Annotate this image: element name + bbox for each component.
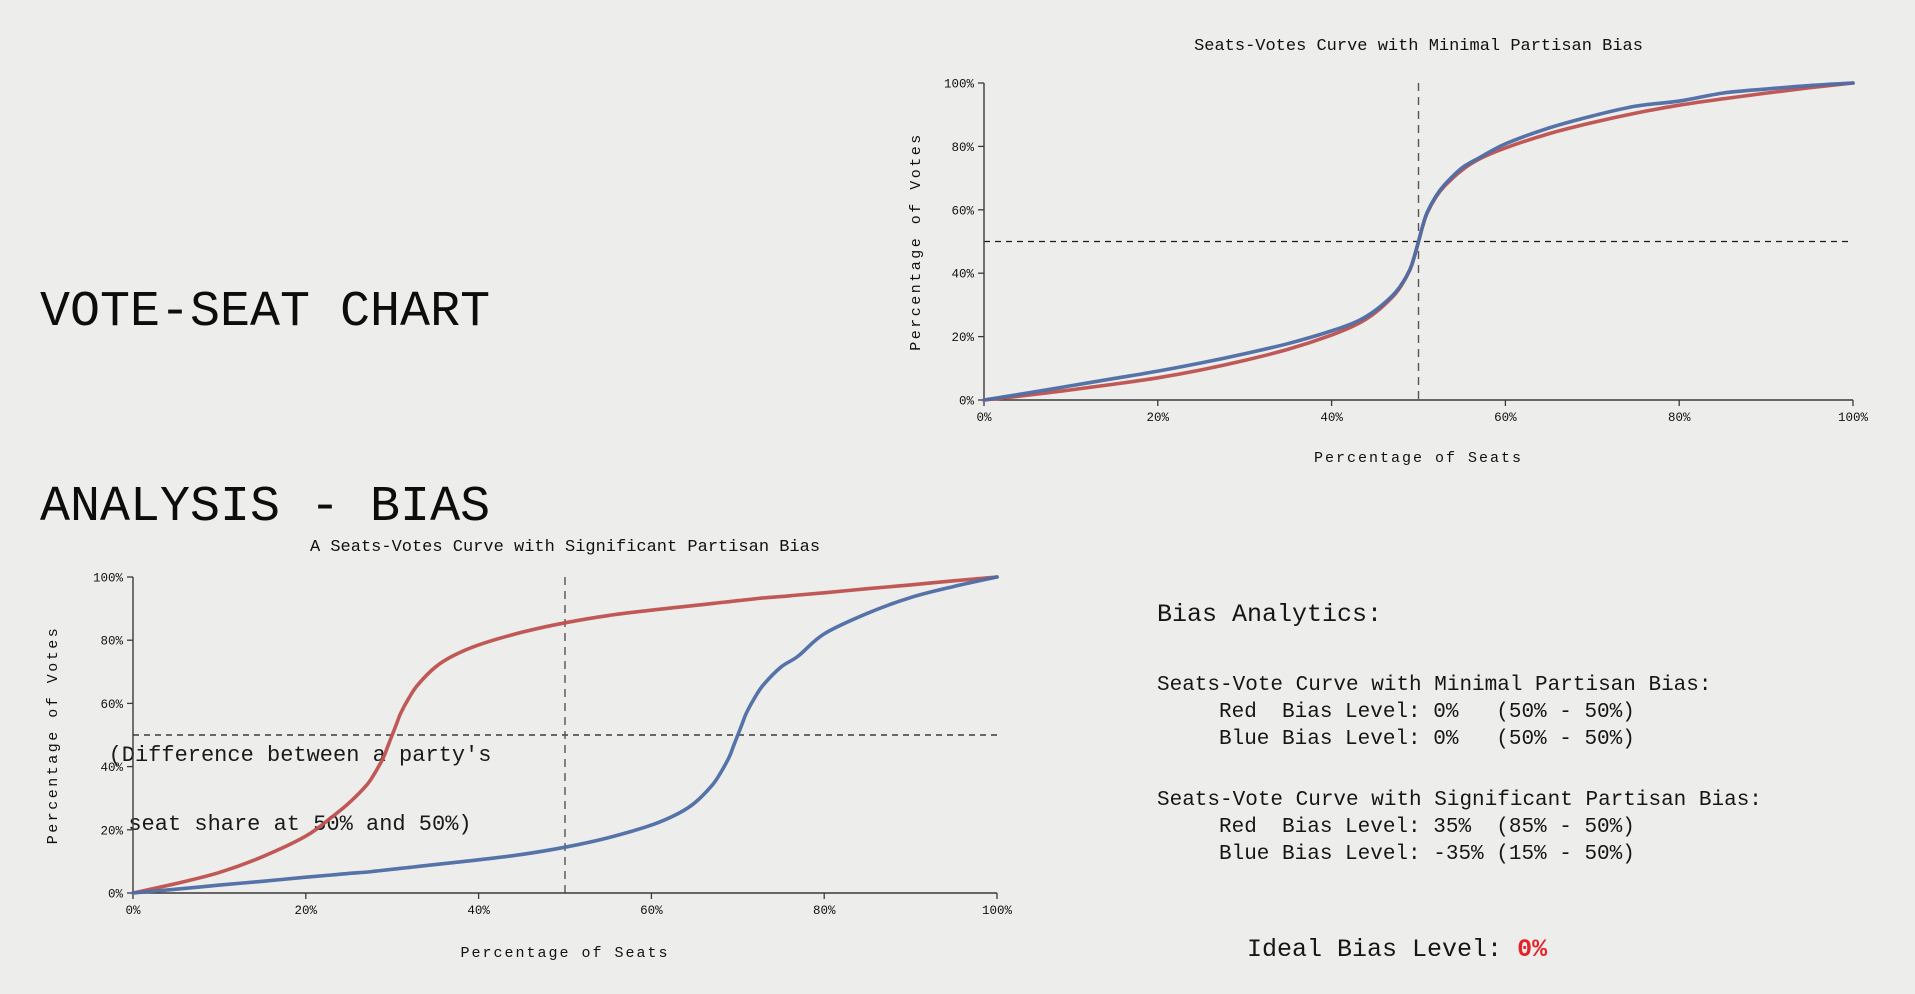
y-tick-label: 0% <box>959 395 975 409</box>
y-tick-label: 60% <box>100 698 123 712</box>
page-subtitle-line1: (Difference between a party's <box>108 743 492 768</box>
analytics-minimal-group: Seats-Vote Curve with Minimal Partisan B… <box>1157 672 1897 753</box>
x-tick-label: 100% <box>982 904 1013 918</box>
x-tick-label: 20% <box>1147 411 1170 425</box>
y-tick-label: 20% <box>951 331 974 345</box>
curve-red-significant-bias <box>131 575 999 895</box>
analytics-minimal-blue-line: Blue Bias Level: 0% (50% - 50%) <box>1219 728 1635 751</box>
x-tick-label: 60% <box>640 904 663 918</box>
page-title-line1: VOTE-SEAT CHART <box>40 284 491 341</box>
analytics-significant-blue-line: Blue Bias Level: -35% (15% - 50%) <box>1219 843 1635 866</box>
x-tick-label: 0% <box>976 411 992 425</box>
x-tick-label: 80% <box>813 904 836 918</box>
analytics-significant-group: Seats-Vote Curve with Significant Partis… <box>1157 787 1897 868</box>
x-axis-label: Percentage of Seats <box>1314 450 1523 467</box>
y-tick-label: 0% <box>108 888 124 902</box>
y-tick-label: 60% <box>951 204 974 218</box>
chart-svg-significant-bias: A Seats-Votes Curve with Significant Par… <box>45 538 1013 962</box>
curve-blue-significant-bias <box>131 575 999 895</box>
x-tick-label: 40% <box>467 904 490 918</box>
y-tick-label: 100% <box>944 78 975 92</box>
x-axis-label: Percentage of Seats <box>460 945 669 962</box>
ideal-bias-value: 0% <box>1517 935 1548 964</box>
y-tick-label: 80% <box>100 635 123 649</box>
y-tick-label: 40% <box>100 761 123 775</box>
page-title-block: VOTE-SEAT CHART ANALYSIS - BIAS (Differe… <box>40 150 560 882</box>
x-tick-label: 40% <box>1320 411 1343 425</box>
y-tick-label: 20% <box>100 824 123 838</box>
chart-title-minimal-bias: Seats-Votes Curve with Minimal Partisan … <box>1194 37 1643 56</box>
chart-minimal-bias: Seats-Votes Curve with Minimal Partisan … <box>905 25 1890 470</box>
curve-blue-minimal-bias <box>982 81 1855 402</box>
page-title: VOTE-SEAT CHART ANALYSIS - BIAS <box>40 150 560 670</box>
chart-title-significant-bias: A Seats-Votes Curve with Significant Par… <box>310 538 820 557</box>
y-tick-label: 100% <box>93 572 124 586</box>
analytics-minimal-red-line: Red Bias Level: 0% (50% - 50%) <box>1219 701 1635 724</box>
x-tick-label: 100% <box>1838 411 1869 425</box>
page-subtitle-line2: seat share at 50% and 50%) <box>128 812 472 837</box>
y-tick-label: 40% <box>951 268 974 282</box>
x-tick-label: 20% <box>295 904 318 918</box>
page-subtitle: (Difference between a party's seat share… <box>40 698 560 882</box>
x-tick-label: 60% <box>1494 411 1517 425</box>
analytics-heading: Bias Analytics: <box>1157 600 1383 629</box>
y-axis-label: Percentage of Votes <box>45 626 62 845</box>
analytics-minimal-title: Seats-Vote Curve with Minimal Partisan B… <box>1157 674 1712 697</box>
x-tick-label: 0% <box>125 904 141 918</box>
y-axis-label: Percentage of Votes <box>908 132 925 351</box>
analytics-significant-red-line: Red Bias Level: 35% (85% - 50%) <box>1219 816 1635 839</box>
analytics-significant-title: Seats-Vote Curve with Significant Partis… <box>1157 789 1762 812</box>
chart-significant-bias: A Seats-Votes Curve with Significant Par… <box>40 520 1040 980</box>
y-tick-label: 80% <box>951 141 974 155</box>
page-title-line2: ANALYSIS - BIAS <box>40 479 491 536</box>
x-tick-label: 80% <box>1668 411 1691 425</box>
ideal-bias-label: Ideal Bias Level: <box>1247 935 1518 964</box>
analytics-ideal-line: Ideal Bias Level: 0% <box>1157 902 1897 994</box>
bias-analytics-panel: Bias Analytics: Seats-Vote Curve with Mi… <box>1157 598 1897 994</box>
chart-svg-minimal-bias: Seats-Votes Curve with Minimal Partisan … <box>908 37 1869 467</box>
